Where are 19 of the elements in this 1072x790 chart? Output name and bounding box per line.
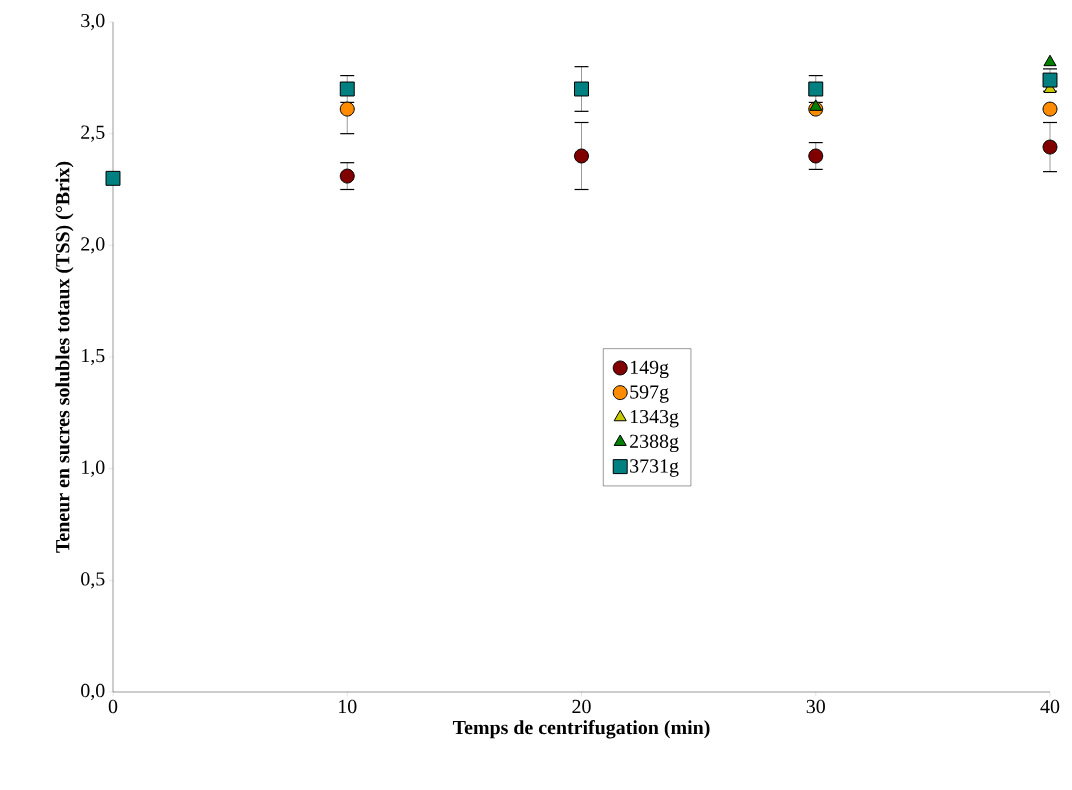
legend-label: 2388g bbox=[630, 434, 679, 453]
y-tick-label: 2,5 bbox=[81, 125, 105, 142]
legend-label: 597g bbox=[630, 385, 669, 403]
x-tick-label: 20 bbox=[572, 699, 591, 714]
y-tick-label: 0,0 bbox=[81, 683, 105, 701]
x-axis-title: Temps de centrifugation (min) bbox=[452, 720, 710, 739]
y-tick-label: 2,0 bbox=[81, 237, 105, 254]
legend-label: 3731g bbox=[630, 459, 679, 477]
x-tick-label: 10 bbox=[339, 699, 357, 714]
legend-label: 1343g bbox=[630, 409, 679, 428]
y-tick-label: 0,5 bbox=[81, 572, 105, 589]
x-tick-label: 40 bbox=[1040, 699, 1060, 714]
y-tick-label: 1,5 bbox=[82, 348, 105, 366]
y-tick-label: 1,0 bbox=[82, 460, 105, 477]
legend-label: 149g bbox=[630, 360, 669, 379]
y-tick-label: 3,0 bbox=[81, 13, 105, 31]
x-tick-label: 0 bbox=[108, 699, 118, 714]
y-axis-title: Teneur en sucres solubles totaux (TSS) (°Brix) bbox=[55, 161, 74, 553]
x-tick-label: 30 bbox=[806, 699, 825, 714]
